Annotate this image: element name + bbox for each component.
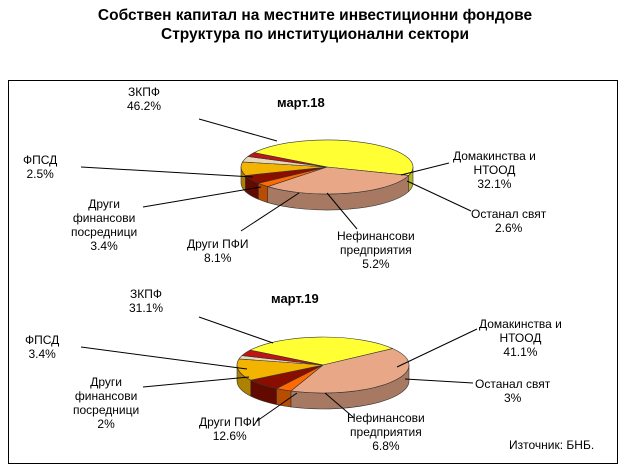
pie-slice <box>241 349 324 366</box>
pie-slice <box>290 348 410 394</box>
pie-chart-mar18 <box>80 118 472 232</box>
pie-slice <box>236 358 324 381</box>
leader-line <box>404 378 474 384</box>
leader-line <box>198 118 278 142</box>
chart-title: Собствен капитал на местните инвестицион… <box>97 7 533 24</box>
slice-label-hh-19: Домакинства и НТООД 41.1% <box>479 317 562 359</box>
pie-slice <box>249 336 394 366</box>
leader-line <box>80 166 254 178</box>
leader-line <box>396 328 478 368</box>
leader-line <box>142 376 250 388</box>
source-note: Източник: БНБ. <box>509 438 595 452</box>
leader-line <box>400 162 450 176</box>
leader-line <box>142 186 262 208</box>
slice-label-nfp-19: Нефинансови предприятия 6.8% <box>347 411 425 453</box>
leader-line <box>324 392 354 418</box>
slice-label-zkpf-19: ЗКПФ 31.1% <box>129 287 164 315</box>
leader-line <box>256 392 298 422</box>
leader-line <box>406 180 472 212</box>
leader-line <box>326 192 358 230</box>
leader-line <box>240 192 300 232</box>
pie-title-mar19: март.19 <box>271 291 319 306</box>
slice-label-dfp-19: Други финансови посредници 2% <box>73 375 140 431</box>
pie-slice <box>253 139 414 176</box>
slice-label-row-18: Останал свят 2.6% <box>471 207 547 235</box>
chart-frame: март.18 ЗКПФ 46.2% ФПСД 2.5% Други финансов… <box>8 80 618 464</box>
leader-line <box>198 316 274 344</box>
pie-slice <box>247 152 328 168</box>
slice-label-hh-18: Домакинства и НТООД 32.1% <box>453 149 536 191</box>
leader-line <box>80 346 248 370</box>
pie-title-mar18: март.18 <box>277 95 325 110</box>
chart-subtitle: Структура по институционални сектори <box>161 26 469 43</box>
pie-chart-mar19 <box>80 316 478 422</box>
pie-charts <box>80 118 478 422</box>
slice-label-nfp-18: Нефинансови предприятия 5.2% <box>337 229 415 271</box>
slice-label-fpsd-18: ФПСД 2.5% <box>23 153 58 181</box>
slice-label-fpsd-19: ФПСД 3.4% <box>25 333 60 361</box>
slice-label-zkpf-18: ЗКПФ 46.2% <box>127 85 162 113</box>
pie-slice <box>266 166 410 195</box>
slice-label-dpfi-19: Други ПФИ 12.6% <box>199 415 261 443</box>
pie-slice-side <box>276 388 292 408</box>
slice-label-row-19: Останал свят 3% <box>475 377 551 405</box>
slice-label-dfp-18: Други финансови посредници 3.4% <box>71 197 138 253</box>
slice-label-dpfi-18: Други ПФИ 8.1% <box>187 237 249 265</box>
